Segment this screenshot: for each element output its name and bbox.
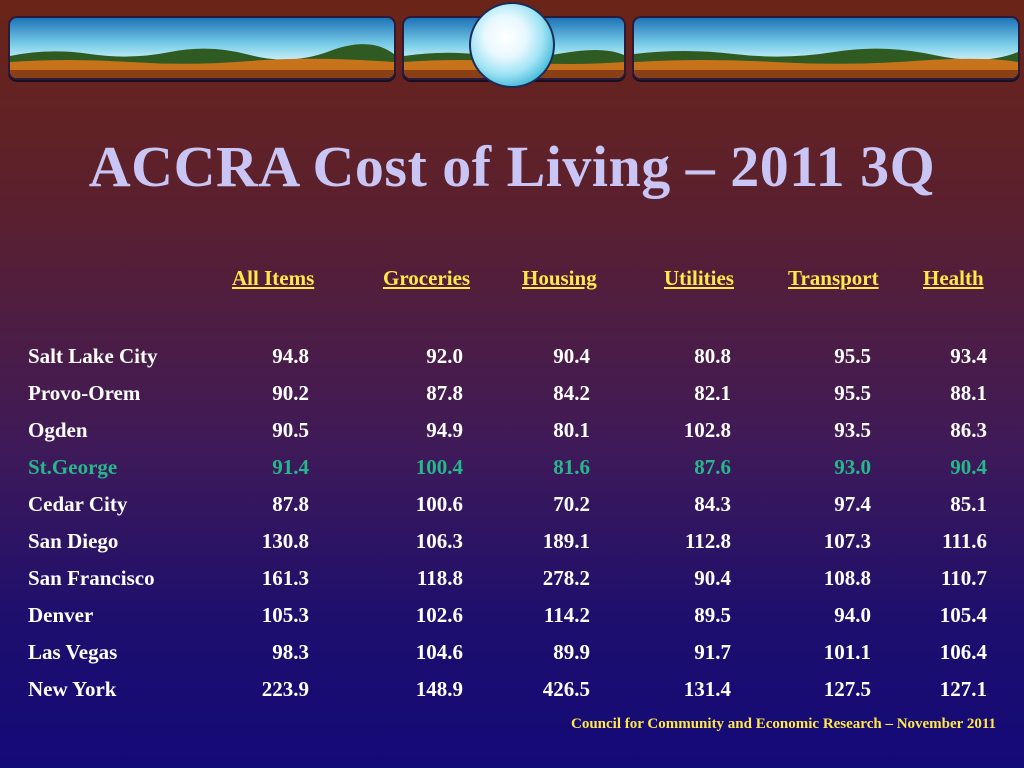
city-name: Ogden	[28, 418, 88, 442]
table-cell: 86.3	[950, 418, 987, 442]
table-cell: 101.1	[823, 640, 871, 664]
table-cell: 94.8	[272, 344, 309, 368]
table-row: Denver 105.3 102.6 114.2 89.5 94.0 105.4	[0, 603, 1024, 633]
table-cell: 90.4	[694, 566, 731, 590]
table-cell: 95.5	[834, 381, 871, 405]
footer-credit: Council for Community and Economic Resea…	[571, 716, 996, 732]
table-cell: 90.2	[272, 381, 309, 405]
city-name: New York	[28, 677, 117, 701]
table-cell: 87.8	[272, 492, 309, 516]
table-cell: 90.4	[553, 344, 590, 368]
table-cell: 426.5	[542, 677, 590, 701]
column-header-all-items: All Items	[232, 266, 315, 290]
table-cell: 112.8	[684, 529, 731, 553]
table-row: New York 223.9 148.9 426.5 131.4 127.5 127.1	[0, 677, 1024, 707]
column-header-groceries: Groceries	[383, 266, 471, 290]
table-cell: 223.9	[261, 677, 309, 701]
table-cell: 90.4	[950, 455, 987, 479]
table-cell: 98.3	[272, 640, 309, 664]
table-cell: 100.4	[415, 455, 463, 479]
table-cell: 93.5	[834, 418, 871, 442]
table-cell: 87.6	[694, 455, 731, 479]
table-cell: 84.3	[694, 492, 731, 516]
table-cell: 105.4	[939, 603, 987, 627]
page-title: ACCRA Cost of Living – 2011 3Q	[88, 134, 936, 199]
table-cell: 90.5	[272, 418, 309, 442]
table-cell: 127.1	[939, 677, 987, 701]
table-cell: 127.5	[823, 677, 871, 701]
table-cell: 85.1	[950, 492, 987, 516]
landscape-banner-right	[632, 16, 1020, 80]
table-cell: 130.8	[261, 529, 309, 553]
table-cell: 106.4	[939, 640, 987, 664]
table-row: Ogden 90.5 94.9 80.1 102.8 93.5 86.3	[0, 418, 1024, 448]
table-cell: 111.6	[942, 529, 987, 553]
table-cell: 80.8	[694, 344, 731, 368]
table-cell: 161.3	[261, 566, 309, 590]
table-cell: 106.3	[415, 529, 463, 553]
city-name: Las Vegas	[28, 640, 118, 664]
column-header-health: Health	[923, 266, 984, 290]
table-cell: 97.4	[834, 492, 871, 516]
table-cell: 278.2	[542, 566, 590, 590]
table-cell: 94.9	[426, 418, 463, 442]
table-cell: 100.6	[415, 492, 463, 516]
table-row: San Diego 130.8 106.3 189.1 112.8 107.3 111.6	[0, 529, 1024, 559]
globe-icon	[469, 2, 555, 88]
table-cell: 148.9	[415, 677, 463, 701]
table-cell: 110.7	[940, 566, 987, 590]
table-row: Cedar City 87.8 100.6 70.2 84.3 97.4 85.1	[0, 492, 1024, 522]
city-name: Salt Lake City	[28, 344, 158, 368]
table-cell: 102.8	[683, 418, 731, 442]
table-cell: 82.1	[694, 381, 731, 405]
landscape-banner-left	[8, 16, 396, 80]
table-cell: 131.4	[683, 677, 731, 701]
city-name: San Francisco	[28, 566, 155, 590]
table-cell: 92.0	[426, 344, 463, 368]
table-cell: 70.2	[553, 492, 590, 516]
table-cell: 84.2	[553, 381, 590, 405]
table-cell: 80.1	[553, 418, 590, 442]
table-cell: 81.6	[553, 455, 590, 479]
table-cell: 105.3	[261, 603, 309, 627]
table-cell: 102.6	[415, 603, 463, 627]
column-header-transport: Transport	[788, 266, 879, 290]
table-row: St.George 91.4 100.4 81.6 87.6 93.0 90.4	[0, 455, 1024, 485]
table-cell: 118.8	[416, 566, 463, 590]
table-row: Salt Lake City 94.8 92.0 90.4 80.8 95.5 93.4	[0, 344, 1024, 374]
city-name: San Diego	[28, 529, 119, 553]
city-name: Cedar City	[28, 492, 128, 516]
table-cell: 114.2	[543, 603, 590, 627]
table-cell: 89.9	[553, 640, 590, 664]
table-cell: 104.6	[415, 640, 463, 664]
table-cell: 89.5	[694, 603, 731, 627]
city-name: St.George	[28, 455, 118, 479]
table-cell: 189.1	[542, 529, 590, 553]
column-header-utilities: Utilities	[664, 266, 734, 290]
table-cell: 91.4	[272, 455, 309, 479]
city-name: Denver	[28, 603, 94, 627]
table-cell: 88.1	[950, 381, 987, 405]
table-cell: 107.3	[823, 529, 871, 553]
table-cell: 93.4	[950, 344, 987, 368]
table-row: Las Vegas 98.3 104.6 89.9 91.7 101.1 106.4	[0, 640, 1024, 670]
table-cell: 87.8	[426, 381, 463, 405]
table-row: Provo-Orem 90.2 87.8 84.2 82.1 95.5 88.1	[0, 381, 1024, 411]
column-header-housing: Housing	[522, 266, 597, 290]
city-name: Provo-Orem	[28, 381, 141, 405]
table-row: San Francisco 161.3 118.8 278.2 90.4 108.8 110…	[0, 566, 1024, 596]
table-cell: 95.5	[834, 344, 871, 368]
table-cell: 94.0	[834, 603, 871, 627]
table-cell: 108.8	[823, 566, 871, 590]
table-cell: 93.0	[834, 455, 871, 479]
table-cell: 91.7	[694, 640, 731, 664]
